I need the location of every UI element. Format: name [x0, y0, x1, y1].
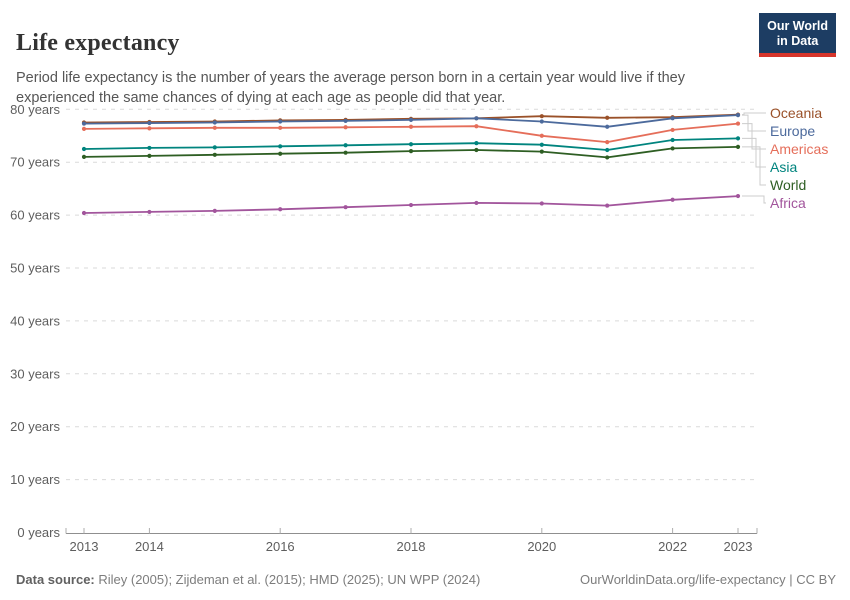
chart-subtitle: Period life expectancy is the number of …: [16, 69, 685, 106]
data-point-europe-2015: [212, 120, 217, 125]
data-point-asia-2023: [735, 136, 741, 141]
data-point-world-2019: [474, 147, 479, 153]
page-title: Life expectancy: [16, 30, 180, 57]
y-tick-label-40: 40 years: [10, 313, 60, 328]
data-point-europe-2013: [81, 121, 87, 126]
data-point-europe-2019: [474, 116, 479, 121]
data-point-asia-2018: [408, 142, 414, 147]
data-point-americas-2014: [147, 126, 152, 131]
legend-connector-world: [742, 146, 766, 186]
data-point-europe-2018: [408, 117, 414, 122]
owid-logo-line1: Our World: [767, 19, 828, 33]
data-point-africa-2018: [408, 202, 414, 208]
data-point-africa-2014: [147, 209, 152, 215]
data-point-oceania-2020: [539, 114, 544, 119]
legend-label-world[interactable]: World: [770, 177, 806, 193]
data-point-europe-2014: [147, 120, 152, 126]
legend-label-asia[interactable]: Asia: [770, 159, 797, 175]
data-point-americas-2015: [212, 125, 217, 130]
data-point-africa-2015: [212, 208, 217, 213]
data-point-americas-2020: [539, 133, 544, 138]
x-tick-label-2013: 2013: [70, 539, 99, 554]
legend-label-oceania[interactable]: Oceania: [770, 105, 822, 121]
y-tick-label-60: 60 years: [10, 208, 60, 223]
y-tick-label-10: 10 years: [10, 472, 60, 487]
data-point-africa-2017: [343, 205, 348, 210]
data-point-europe-2020: [539, 119, 544, 124]
data-point-world-2017: [343, 150, 348, 155]
data-point-americas-2022: [670, 127, 675, 133]
x-tick-label-2016: 2016: [266, 539, 295, 554]
data-point-world-2013: [81, 154, 87, 160]
legend-label-americas[interactable]: Americas: [770, 141, 828, 157]
data-point-europe-2023: [735, 113, 741, 118]
data-point-asia-2014: [147, 145, 152, 151]
data-point-europe-2021: [605, 124, 610, 129]
data-point-africa-2021: [605, 203, 610, 208]
data-point-americas-2023: [735, 121, 741, 126]
y-tick-label-70: 70 years: [10, 155, 60, 170]
y-tick-label-20: 20 years: [10, 419, 60, 434]
data-point-africa-2019: [474, 200, 479, 206]
data-point-asia-2022: [670, 137, 675, 143]
data-point-africa-2013: [81, 210, 87, 216]
legend-label-africa[interactable]: Africa: [770, 195, 806, 211]
data-point-world-2023: [735, 144, 741, 149]
data-point-asia-2016: [278, 144, 283, 149]
data-point-world-2022: [670, 146, 675, 151]
x-tick-label-2018: 2018: [397, 539, 426, 554]
data-point-world-2021: [605, 155, 610, 160]
data-source-text: Riley (2005); Zijdeman et al. (2015); HM…: [94, 572, 481, 587]
data-point-europe-2016: [278, 119, 283, 124]
data-point-world-2020: [539, 149, 544, 154]
x-tick-label-2022: 2022: [658, 539, 687, 554]
legend-connector-asia: [742, 137, 766, 168]
data-point-europe-2017: [343, 118, 348, 124]
owid-logo[interactable]: Our World in Data: [759, 13, 836, 57]
data-point-asia-2015: [212, 145, 217, 150]
data-point-americas-2018: [408, 124, 414, 129]
y-tick-label-0: 0 years: [17, 525, 60, 540]
y-tick-label-80: 80 years: [10, 102, 60, 117]
data-point-americas-2019: [474, 124, 479, 129]
data-point-africa-2016: [278, 207, 283, 212]
data-point-africa-2022: [670, 197, 675, 202]
data-point-world-2018: [408, 148, 414, 154]
legend-connector-oceania: [742, 112, 766, 116]
legend-label-europe[interactable]: Europe: [770, 123, 815, 139]
data-point-world-2014: [147, 153, 152, 158]
data-point-asia-2019: [474, 141, 479, 146]
data-point-africa-2023: [735, 193, 741, 199]
data-point-world-2015: [212, 152, 217, 157]
data-point-americas-2017: [343, 125, 348, 130]
data-point-asia-2020: [539, 142, 544, 147]
data-point-oceania-2021: [605, 115, 610, 120]
legend-connector-europe: [742, 114, 766, 132]
credit-link[interactable]: OurWorldinData.org/life-expectancy | CC …: [579, 572, 836, 587]
data-source-note: Data source: Riley (2005); Zijdeman et a…: [16, 572, 480, 587]
data-point-americas-2021: [605, 139, 610, 145]
x-tick-label-2023: 2023: [724, 539, 753, 554]
data-point-americas-2013: [81, 126, 87, 131]
data-point-asia-2013: [81, 146, 87, 152]
data-point-europe-2022: [670, 116, 675, 121]
y-tick-label-30: 30 years: [10, 366, 60, 381]
x-tick-label-2014: 2014: [135, 539, 164, 554]
data-point-americas-2016: [278, 125, 283, 130]
data-point-asia-2017: [343, 143, 348, 148]
data-point-asia-2021: [605, 147, 610, 153]
data-point-world-2016: [278, 151, 283, 156]
legend-connector-africa: [742, 195, 766, 204]
x-tick-label-2020: 2020: [527, 539, 556, 554]
data-point-africa-2020: [539, 201, 544, 206]
legend-connector-americas: [742, 123, 766, 150]
owid-logo-line2: in Data: [776, 34, 819, 48]
y-tick-label-50: 50 years: [10, 261, 60, 276]
data-source-label: Data source:: [16, 572, 95, 587]
